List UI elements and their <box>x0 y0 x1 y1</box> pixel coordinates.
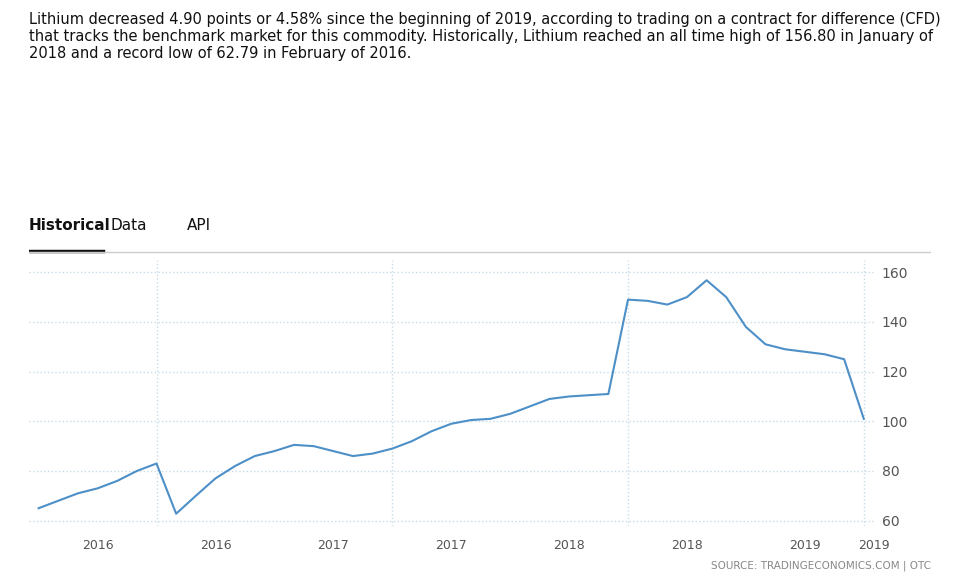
Text: 2019: 2019 <box>789 539 821 552</box>
Text: 2017: 2017 <box>435 539 468 552</box>
Text: 2017: 2017 <box>318 539 349 552</box>
Text: Historical: Historical <box>29 218 110 233</box>
Text: API: API <box>186 218 211 233</box>
Text: Data: Data <box>110 218 147 233</box>
Text: 2019: 2019 <box>858 539 889 552</box>
Text: Lithium decreased 4.90 points or 4.58% since the beginning of 2019, according to: Lithium decreased 4.90 points or 4.58% s… <box>29 12 941 61</box>
Text: 2016: 2016 <box>82 539 113 552</box>
Text: 2018: 2018 <box>671 539 703 552</box>
Text: SOURCE: TRADINGECONOMICS.COM | OTC: SOURCE: TRADINGECONOMICS.COM | OTC <box>711 561 931 571</box>
Text: 2018: 2018 <box>553 539 585 552</box>
Text: 2016: 2016 <box>200 539 231 552</box>
